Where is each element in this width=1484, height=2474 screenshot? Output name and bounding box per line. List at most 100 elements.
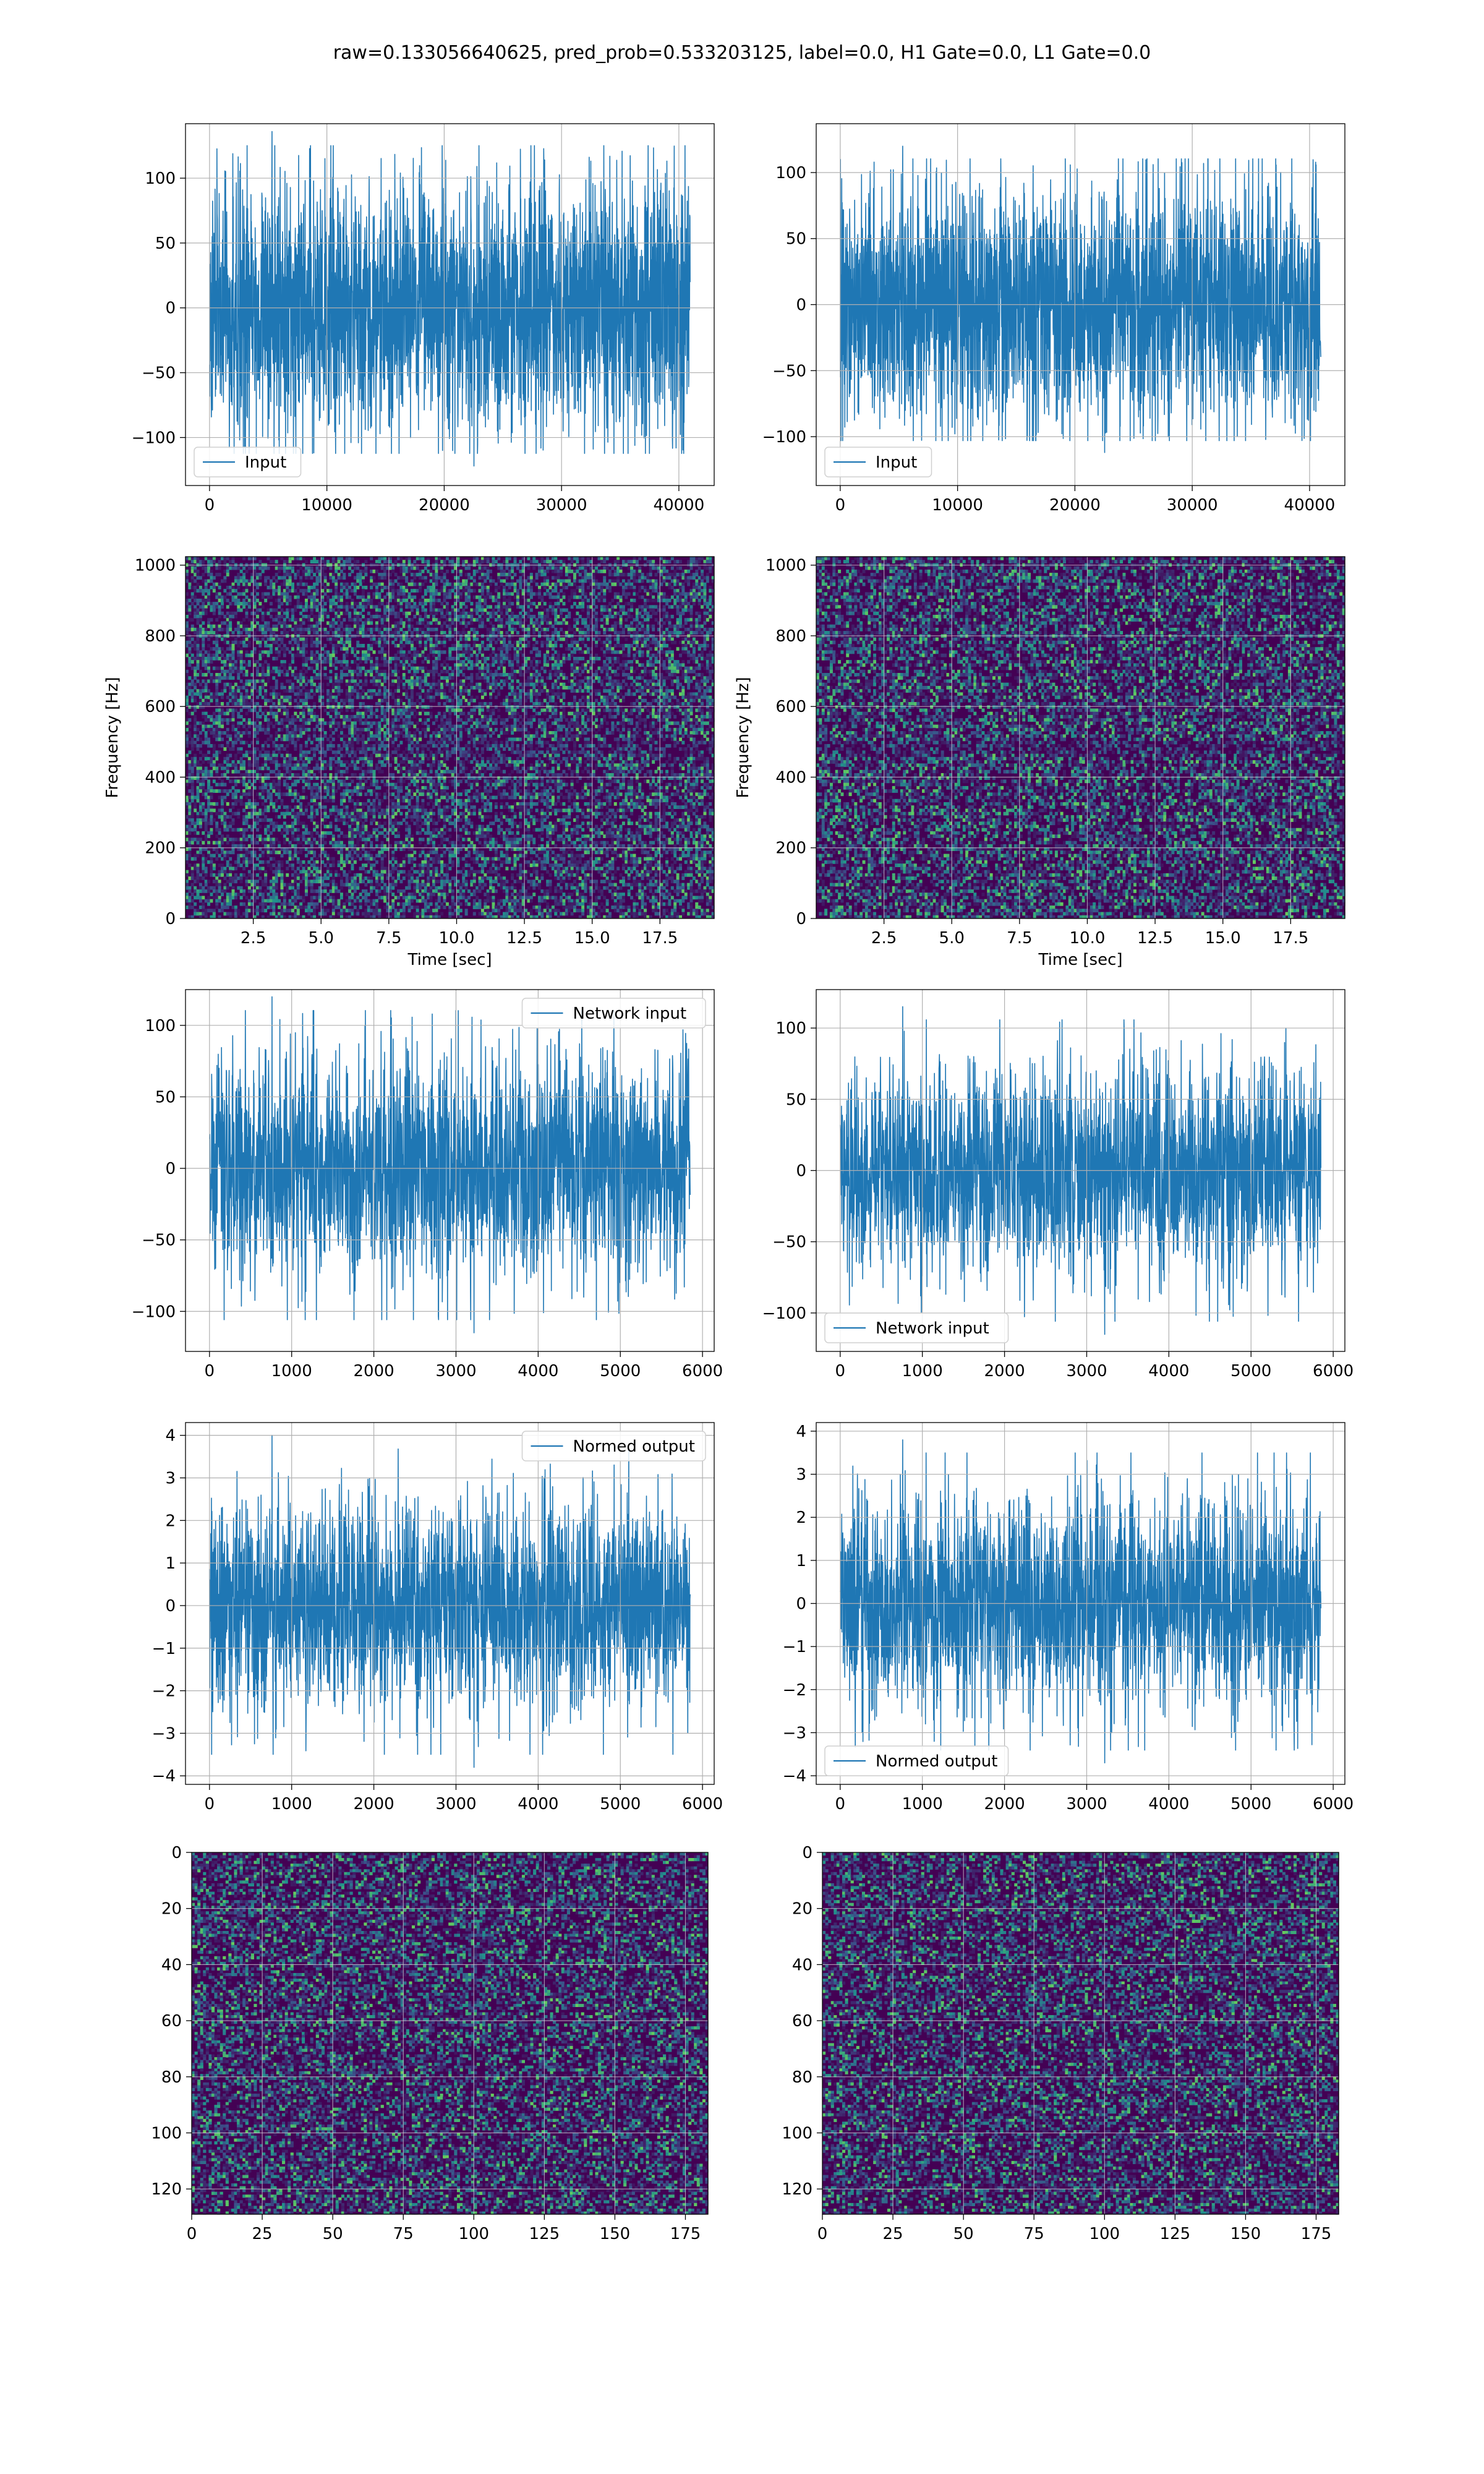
chart1-ytick-label: 0 [796, 296, 806, 315]
chart1-xtick-label: 0 [835, 496, 846, 515]
chart8-xtick-label: 0 [187, 2225, 197, 2243]
chart8-xtick-label: 150 [600, 2225, 631, 2243]
chart7-xtick-label: 5000 [1230, 1795, 1271, 1813]
chart2-xtick-label: 12.5 [506, 929, 542, 948]
chart9-ytick-label: 100 [782, 2124, 812, 2142]
chart4-xtick-label: 4000 [518, 1362, 558, 1380]
chart3-frame [816, 556, 1345, 919]
chart7-ytick-label: 1 [796, 1552, 806, 1570]
chart7-legend-box [824, 1745, 1009, 1776]
chart6-ytick-label: −2 [152, 1682, 176, 1701]
chart3-ytick-label: 0 [796, 910, 806, 928]
chart4-xtick-label: 1000 [271, 1362, 312, 1380]
chart2-xtick-label: 15.0 [574, 929, 610, 948]
chart8-ytick-label: 40 [161, 1956, 182, 1974]
chart0-grid [186, 124, 714, 486]
chart2-xtick-label: 17.5 [642, 929, 678, 948]
l1-spectrogram-panel: 2.5 5.0 7.5 10.0 12.5 15.0 17.5 0 200 400 600 800 10… [734, 556, 1345, 969]
chart6-ticks: 0 1000 2000 3000 4000 5000 6000 −4 −3 −2 −1 0 1 2 3 4 [152, 1427, 723, 1813]
chart0-series-line [209, 131, 691, 467]
chart7-legend-label: Normed output [876, 1752, 997, 1771]
chart9-xtick-label: 100 [1089, 2225, 1120, 2243]
chart6-xtick-label: 0 [205, 1795, 215, 1813]
chart1-legend-box [824, 447, 932, 477]
chart8-plot-area [192, 1852, 709, 2215]
chart6-xtick-label: 5000 [600, 1795, 641, 1813]
chart2-ytick-label: 0 [165, 910, 176, 928]
chart4-ticks: 0 1000 2000 3000 4000 5000 6000 −100 −50 0 50 100 [132, 1017, 723, 1380]
chart2-ytick-label: 400 [145, 768, 176, 787]
chart7-ytick-label: 3 [796, 1466, 806, 1484]
chart7-xtick-label: 6000 [1313, 1795, 1354, 1813]
chart2-ytick-label: 1000 [135, 557, 176, 575]
chart8-frame [191, 1852, 709, 2215]
chart8-xtick-label: 125 [529, 2225, 560, 2243]
chart5-ytick-label: −100 [762, 1304, 806, 1323]
h1-normed-output-panel: 0 1000 2000 3000 4000 5000 6000 −4 −3 −2 −1 0 1 2 3 4 No… [152, 1422, 723, 1813]
chart2-xtick-label: 5.0 [309, 929, 334, 948]
chart3-xlabel: Time [sec] [1038, 951, 1122, 969]
chart5-legend: Network input [824, 1312, 1009, 1343]
chart5-legend-label: Network input [876, 1319, 989, 1338]
chart6-plot-area [209, 1434, 691, 1768]
chart0-ytick-label: −50 [142, 364, 176, 383]
chart8-xtick-label: 175 [670, 2225, 701, 2243]
chart6-ytick-label: 3 [165, 1469, 176, 1487]
chart9-xtick-label: 50 [953, 2225, 974, 2243]
chart2-ticks: 2.5 5.0 7.5 10.0 12.5 15.0 17.5 0 200 400 600 800 10… [135, 557, 678, 948]
chart4-ytick-label: −50 [142, 1231, 176, 1250]
chart0-xtick-label: 30000 [536, 496, 587, 515]
figure-title: raw=0.133056640625, pred_prob=0.53320312… [0, 42, 1484, 64]
chart1-ytick-label: 100 [775, 164, 806, 182]
chart7-ytick-label: −2 [783, 1681, 806, 1700]
chart2-xtick-label: 7.5 [376, 929, 401, 948]
chart4-xtick-label: 0 [205, 1362, 215, 1380]
chart6-legend: Normed output [521, 1431, 706, 1462]
chart2-xlabel: Time [sec] [407, 951, 492, 969]
chart5-grid [816, 990, 1345, 1351]
chart1-xtick-label: 20000 [1049, 496, 1101, 515]
chart1-legend: Input [824, 447, 932, 477]
chart2-ytick-label: 200 [145, 839, 176, 858]
chart1-plot-area [840, 145, 1321, 453]
chart3-ytick-label: 600 [775, 698, 806, 716]
chart9-ytick-label: 60 [792, 2012, 812, 2031]
h1-spectrogram-panel: 2.5 5.0 7.5 10.0 12.5 15.0 17.5 0 200 400 600 800 10… [103, 556, 715, 969]
chart3-xtick-label: 12.5 [1137, 929, 1173, 948]
chart2-ylabel: Frequency [Hz] [103, 677, 122, 798]
chart0-xtick-label: 10000 [301, 496, 352, 515]
chart2-ytick-label: 600 [145, 698, 176, 716]
chart5-xtick-label: 2000 [984, 1362, 1025, 1380]
chart8-xtick-label: 25 [252, 2225, 273, 2243]
chart5-ytick-label: 0 [796, 1162, 806, 1181]
chart6-ytick-label: 0 [165, 1597, 176, 1616]
chart7-ytick-label: 0 [796, 1595, 806, 1614]
chart6-series-line [209, 1434, 691, 1768]
chart7-ytick-label: −1 [783, 1638, 806, 1656]
chart4-ytick-label: 0 [165, 1160, 176, 1178]
chart7-xtick-label: 1000 [902, 1795, 943, 1813]
chart4-xtick-label: 5000 [600, 1362, 641, 1380]
chart8-ytick-label: 80 [161, 2068, 182, 2087]
chart6-xtick-label: 4000 [518, 1795, 558, 1813]
h1-input-panel: 0 10000 20000 30000 40000 −100 −50 0 50 100 Input [132, 123, 715, 515]
chart6-ytick-label: −4 [152, 1767, 176, 1786]
chart0-xtick-label: 40000 [654, 496, 705, 515]
chart1-ytick-label: 50 [786, 230, 806, 249]
chart4-series-line [209, 996, 691, 1333]
chart0-ticks: 0 10000 20000 30000 40000 −100 −50 0 50 100 [132, 169, 705, 515]
chart0-xtick-label: 20000 [419, 496, 470, 515]
chart4-legend-box [521, 998, 706, 1029]
chart4-xtick-label: 3000 [435, 1362, 476, 1380]
chart6-frame [185, 1422, 715, 1785]
chart7-xtick-label: 0 [835, 1795, 846, 1813]
chart3-plot-area [816, 557, 1345, 919]
chart0-ytick-label: −100 [132, 429, 176, 447]
chart8-xtick-label: 100 [458, 2225, 489, 2243]
chart1-xtick-label: 40000 [1284, 496, 1336, 515]
chart5-legend-box [824, 1312, 1009, 1343]
chart7-xtick-label: 3000 [1066, 1795, 1107, 1813]
chart6-xtick-label: 2000 [353, 1795, 394, 1813]
chart1-series-line [840, 145, 1321, 453]
chart4-ytick-label: −100 [132, 1303, 176, 1321]
